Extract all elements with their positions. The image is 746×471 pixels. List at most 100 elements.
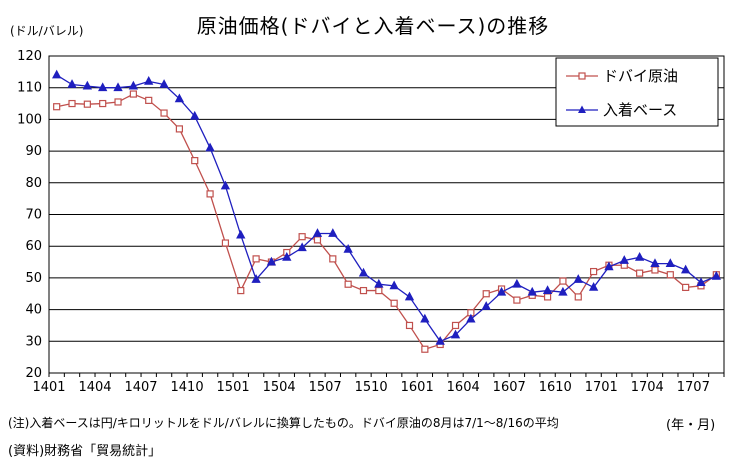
data-point-dubai — [298, 233, 306, 241]
data-point-dubai — [590, 267, 598, 276]
y-tick-label: 70 — [25, 208, 42, 223]
x-tick-label: 1407 — [124, 380, 157, 395]
data-point-arrival — [450, 329, 461, 339]
data-point-arrival — [190, 110, 200, 120]
series-line-1 — [56, 93, 717, 350]
y-tick-label: 30 — [25, 334, 42, 349]
y-tick-label: 60 — [25, 239, 42, 254]
data-point-dubai — [99, 99, 107, 108]
data-point-arrival — [358, 267, 369, 277]
legend-label: ドバイ原油 — [603, 67, 678, 85]
data-point-dubai — [145, 96, 153, 104]
data-point-dubai — [53, 103, 61, 111]
x-axis-unit: (年・月) — [666, 418, 716, 433]
data-point-dubai — [451, 321, 460, 330]
data-point-arrival — [542, 285, 553, 294]
data-point-arrival — [466, 313, 476, 323]
y-tick-label: 120 — [17, 49, 42, 64]
x-tick-label: 1701 — [585, 380, 618, 395]
data-point-arrival — [128, 80, 139, 90]
x-tick-label: 1610 — [539, 380, 572, 395]
legend-marker — [578, 72, 586, 80]
data-point-dubai — [344, 280, 352, 288]
data-point-dubai — [313, 236, 322, 244]
legend-label: 入着ベース — [603, 101, 677, 119]
data-point-dubai — [482, 290, 490, 298]
data-point-arrival — [420, 313, 430, 323]
x-tick-label: 1404 — [78, 380, 111, 395]
data-point-dubai — [574, 293, 582, 301]
x-tick-label: 1401 — [32, 380, 65, 395]
data-point-dubai — [175, 125, 183, 133]
data-point-arrival — [496, 286, 507, 296]
data-point-arrival — [82, 80, 93, 90]
y-tick-label: 110 — [17, 81, 42, 96]
data-point-dubai — [421, 345, 429, 353]
data-point-arrival — [404, 291, 415, 301]
data-point-arrival — [266, 256, 277, 266]
data-point-arrival — [389, 280, 399, 290]
data-point-arrival — [282, 251, 292, 261]
data-point-arrival — [220, 180, 231, 190]
data-point-arrival — [634, 251, 645, 261]
data-point-arrival — [696, 277, 706, 287]
data-point-arrival — [558, 286, 568, 296]
data-point-arrival — [604, 261, 614, 271]
data-point-arrival — [527, 286, 537, 296]
data-point-dubai — [329, 255, 337, 263]
data-point-dubai — [114, 98, 122, 106]
data-point-arrival — [113, 82, 123, 92]
data-point-dubai — [191, 157, 199, 165]
legend-box — [555, 57, 719, 127]
data-point-arrival — [481, 301, 491, 310]
data-point-arrival — [573, 274, 583, 283]
data-point-dubai — [83, 100, 91, 108]
data-point-arrival — [512, 278, 522, 288]
data-point-arrival — [159, 79, 169, 88]
data-point-dubai — [666, 271, 674, 279]
data-point-dubai — [68, 99, 76, 108]
footnote: (注)入着ベースは円/キロリットルをドル/バレルに換算したもの。ドバイ原油の8月… — [8, 416, 559, 430]
data-point-dubai — [559, 277, 567, 285]
data-point-dubai — [375, 286, 383, 295]
data-point-dubai — [237, 286, 245, 295]
x-tick-label: 1504 — [263, 380, 296, 395]
data-point-arrival — [328, 228, 338, 237]
data-point-arrival — [588, 282, 599, 291]
x-tick-label: 1707 — [677, 380, 710, 395]
y-tick-label: 50 — [25, 271, 42, 286]
data-point-arrival — [236, 229, 246, 239]
y-axis-ticks: 20 30 40 50 60 70 80 90 100 110 120 — [17, 49, 42, 381]
data-point-arrival — [680, 264, 691, 274]
data-point-arrival — [374, 278, 384, 288]
data-point-arrival — [619, 255, 629, 264]
data-point-arrival — [251, 274, 261, 283]
x-tick-label: 1601 — [401, 380, 434, 395]
x-tick-label: 1410 — [171, 380, 204, 395]
data-point-dubai — [682, 283, 690, 292]
data-point-arrival — [205, 142, 215, 152]
x-tick-label: 1510 — [355, 380, 388, 395]
data-point-dubai — [129, 90, 137, 98]
source-note: (資料)財務省「貿易統計」 — [8, 444, 162, 459]
y-tick-label: 80 — [25, 176, 42, 191]
data-point-dubai — [405, 321, 414, 330]
x-tick-label: 1604 — [447, 380, 480, 395]
data-point-dubai — [252, 255, 260, 263]
data-point-dubai — [636, 269, 644, 277]
x-tick-label: 1501 — [217, 380, 250, 395]
data-point-arrival — [343, 244, 353, 253]
data-point-arrival — [174, 93, 185, 103]
data-point-dubai — [160, 109, 168, 117]
data-point-dubai — [543, 293, 552, 301]
y-tick-label: 90 — [25, 144, 42, 159]
data-point-dubai — [651, 266, 659, 274]
series-group — [52, 69, 721, 353]
data-point-arrival — [650, 258, 660, 268]
data-point-arrival — [665, 258, 675, 268]
y-tick-label: 100 — [17, 112, 42, 127]
y-tick-label: 40 — [25, 303, 42, 318]
x-tick-label: 1507 — [309, 380, 342, 395]
y-axis-unit: (ドル/バレル) — [10, 24, 84, 38]
